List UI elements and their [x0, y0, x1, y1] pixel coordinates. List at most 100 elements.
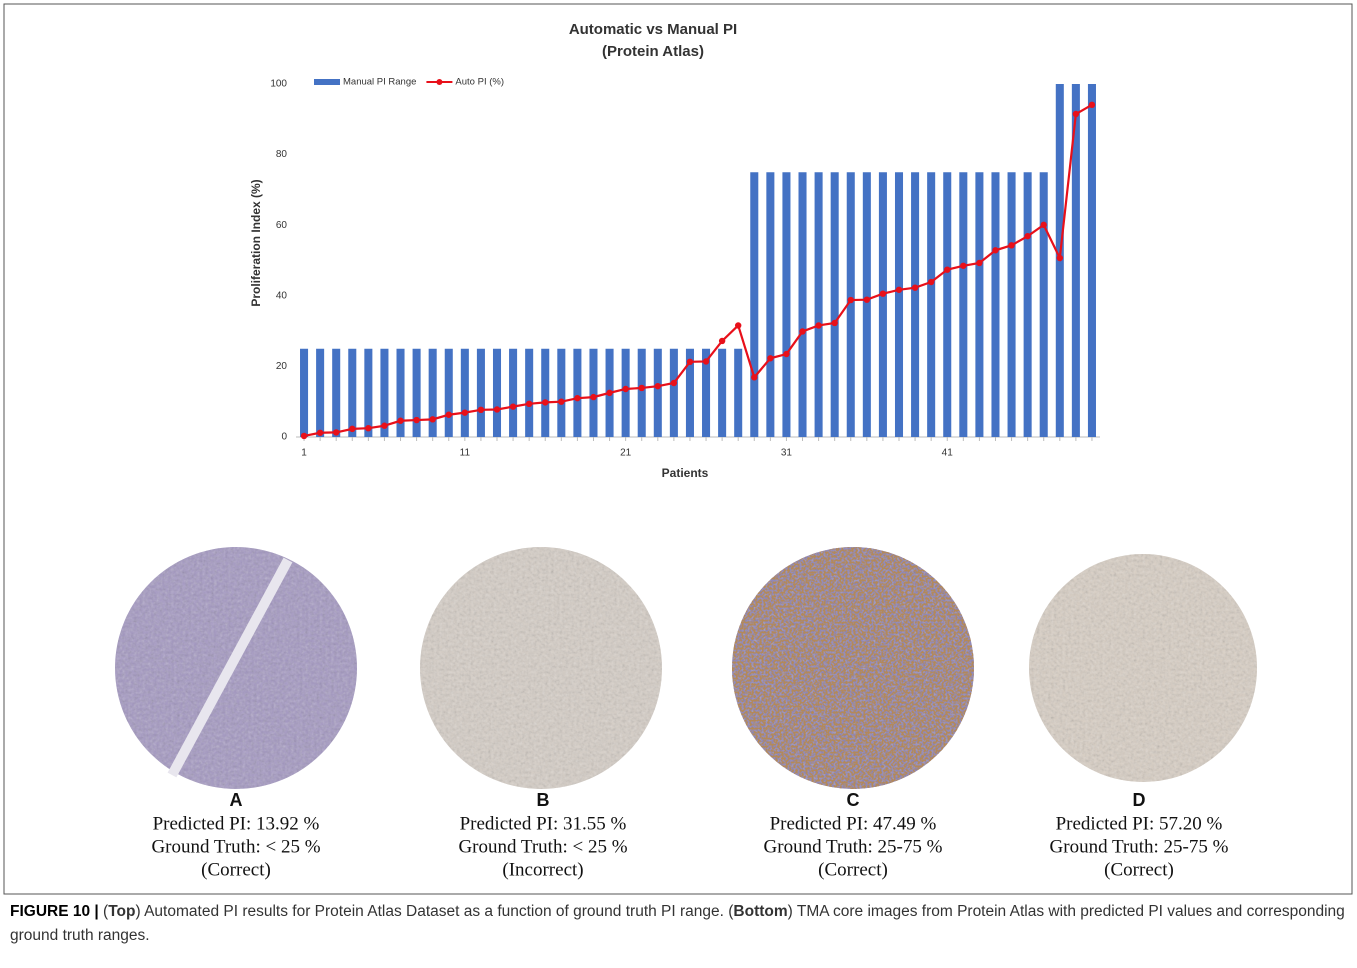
- point: [735, 322, 742, 329]
- panel-truth: Ground Truth: 25-75 %: [1050, 836, 1229, 857]
- bar: [830, 172, 839, 437]
- bar: [702, 348, 711, 437]
- caption-run: ) TMA core images from Protein Atlas wit…: [10, 903, 1345, 944]
- bar: [476, 348, 485, 437]
- point: [542, 399, 549, 406]
- panel-predicted: Predicted PI: 57.20 %: [1056, 813, 1223, 834]
- point: [606, 389, 613, 397]
- panel-letter: D: [1133, 790, 1146, 810]
- point: [445, 411, 452, 418]
- panel-predicted: Predicted PI: 31.55 %: [460, 813, 627, 834]
- tissue-texture: [1029, 554, 1257, 782]
- chart: Automatic vs Manual PI (Protein Atlas) Pat…: [249, 21, 1100, 480]
- bar: [975, 172, 984, 437]
- point: [1088, 101, 1096, 109]
- panel-predicted: Predicted PI: 13.92 %: [153, 813, 320, 834]
- tissue-tear: [167, 557, 293, 778]
- point: [622, 385, 629, 393]
- bar: [959, 172, 968, 437]
- bar: [300, 348, 309, 437]
- point: [911, 284, 919, 291]
- point: [590, 393, 597, 401]
- point: [333, 429, 340, 436]
- tissue-texture: [420, 547, 662, 789]
- y-tick-label: 100: [270, 79, 287, 90]
- bar: [1071, 84, 1080, 437]
- chart-title: Automatic vs Manual PI: [569, 21, 737, 38]
- bar: [348, 348, 357, 437]
- y-axis-label: Proliferation Index (%): [249, 179, 263, 306]
- figure: Automatic vs Manual PI (Protein Atlas) Pat…: [3, 3, 1353, 895]
- caption-run: Bottom: [733, 903, 788, 920]
- bar: [541, 348, 550, 437]
- point: [686, 358, 694, 366]
- caption-run: ) Automated PI results for Protein Atlas…: [135, 903, 734, 920]
- point: [767, 355, 774, 362]
- bar: [509, 348, 518, 437]
- point: [509, 403, 517, 410]
- point: [654, 382, 661, 390]
- bar: [428, 348, 437, 437]
- point: [1072, 110, 1080, 118]
- panel-letter: C: [847, 790, 860, 810]
- point: [429, 416, 436, 423]
- x-tick-label: 41: [942, 448, 954, 459]
- bar: [573, 348, 582, 437]
- bar: [412, 348, 421, 437]
- x-tick-label: 11: [460, 448, 471, 459]
- bar: [589, 348, 598, 437]
- bar: [991, 172, 1000, 437]
- bar: [380, 348, 389, 437]
- panel-letter: B: [537, 790, 550, 810]
- bar: [525, 348, 534, 437]
- caption: FIGURE 10 | (Top) Automated PI results f…: [10, 900, 1345, 948]
- legend-swatch: [436, 79, 443, 85]
- bar: [621, 348, 630, 437]
- panel-letter: A: [230, 790, 243, 810]
- figure-frame: [3, 3, 1353, 895]
- bar: [557, 348, 566, 437]
- point: [477, 406, 485, 414]
- panel-predicted: Predicted PI: 47.49 %: [770, 813, 937, 834]
- caption-run: Top: [108, 903, 136, 920]
- bar: [846, 172, 855, 437]
- legend-swatch: [314, 79, 340, 85]
- point: [976, 259, 983, 267]
- bar: [364, 348, 373, 437]
- tissue-images: [115, 547, 1257, 789]
- point: [349, 425, 356, 433]
- point: [1008, 242, 1015, 249]
- point: [992, 247, 999, 254]
- bar: [685, 348, 694, 437]
- x-tick-label: 21: [620, 448, 632, 459]
- x-tick-label: 31: [781, 448, 793, 459]
- bar: [444, 348, 453, 437]
- point: [847, 296, 854, 304]
- bar: [637, 348, 646, 437]
- bar: [332, 348, 341, 437]
- point: [461, 409, 469, 416]
- y-tick-label: 60: [276, 220, 288, 231]
- point: [751, 374, 758, 381]
- point: [397, 417, 404, 424]
- y-tick-label: 0: [281, 432, 287, 443]
- x-axis-label: Patients: [662, 466, 709, 480]
- point: [815, 322, 822, 329]
- bar: [798, 172, 807, 437]
- y-tick-label: 20: [276, 361, 288, 372]
- bar: [669, 348, 678, 437]
- point: [944, 266, 951, 273]
- bar: [396, 348, 405, 437]
- bar: [492, 348, 502, 437]
- bar: [878, 172, 887, 437]
- point: [718, 337, 726, 345]
- caption-run: (: [98, 903, 109, 920]
- panel-truth: Ground Truth: 25-75 %: [764, 836, 943, 857]
- point: [525, 400, 533, 408]
- bar: [750, 172, 759, 437]
- point: [574, 394, 581, 402]
- panel-verdict: (Correct): [818, 859, 888, 880]
- bar: [927, 172, 936, 437]
- legend-label: Manual PI Range: [343, 77, 416, 88]
